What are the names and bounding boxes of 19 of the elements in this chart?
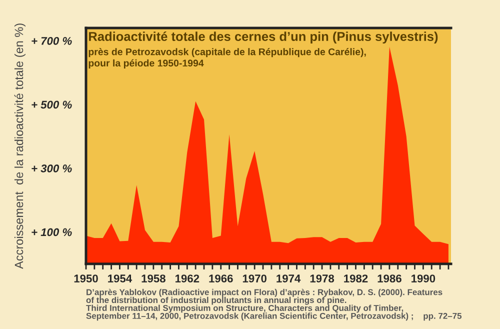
- y-tick-label: + 700 %: [32, 36, 72, 45]
- x-tick-label: 1966: [209, 274, 233, 282]
- x-tick-label: 1982: [344, 274, 368, 282]
- text: D’après Yablokov (Radioactive impact on Flora) d’après : Rybakov, D. S. (2000). Features of the distribution of industrial pollutants in annual rings of pine. Third International Symposium on Structure, Characters and Quality of Timber, September 11–14, 2000, Petrozavodsk (Karelian Scientific Center, Petrozavodsk) ; pp. 72–75: [86, 288, 462, 321]
- y-tick-label: + 100 %: [32, 228, 72, 236]
- x-tick-label: 1990: [412, 274, 436, 282]
- x-tick-label: 1954: [108, 274, 132, 282]
- x-tick-label: 1974: [276, 274, 301, 282]
- x-tick-label: 1986: [378, 274, 402, 282]
- x-tick-label: 1962: [175, 274, 200, 282]
- text: près de Petrozavodsk (capitale de la République de Carélie), pour la péiode 1950-1994: [88, 48, 366, 68]
- y-tick-label: + 500 %: [32, 100, 72, 109]
- x-tick-label: 1950: [74, 274, 98, 282]
- y-tick-label: + 300 %: [32, 164, 72, 172]
- x-tick-label: 1958: [142, 274, 166, 282]
- y-axis-title: Accroissement de la radioactivité totale (en %): [14, 24, 26, 269]
- x-tick-label: 1970: [242, 274, 266, 282]
- chart-title: Radioactivité totale des cernes d’un pin (Pinus sylvestris): [89, 32, 438, 44]
- x-tick-label: 1978: [310, 274, 334, 282]
